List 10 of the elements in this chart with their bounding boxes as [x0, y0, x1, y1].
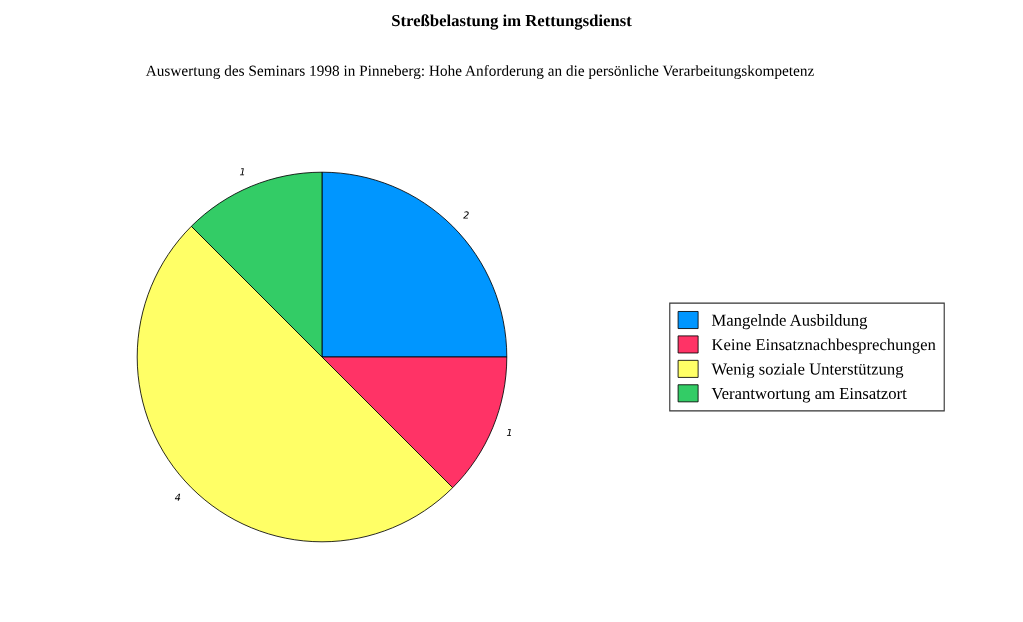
- data-label: 1: [239, 168, 245, 176]
- chart-title: Streßbelastung im Rettungsdienst: [392, 14, 632, 30]
- legend-label: Keine Einsatznachbesprechungen: [711, 338, 936, 354]
- data-label: 4: [174, 493, 181, 501]
- legend-label: Mangelnde Ausbildung: [711, 314, 868, 330]
- legend-label: Wenig soziale Unterstützung: [711, 362, 904, 379]
- data-label: 1: [506, 428, 512, 437]
- chart-subtitle: Auswertung des Seminars 1998 in Pinneberg: Hohe Anforderung an die persönliche Verarbeitungskompetenz: [145, 64, 814, 80]
- legend-label: Verantwortung am Einsatzort: [711, 387, 907, 403]
- data-label: 2: [463, 211, 469, 219]
